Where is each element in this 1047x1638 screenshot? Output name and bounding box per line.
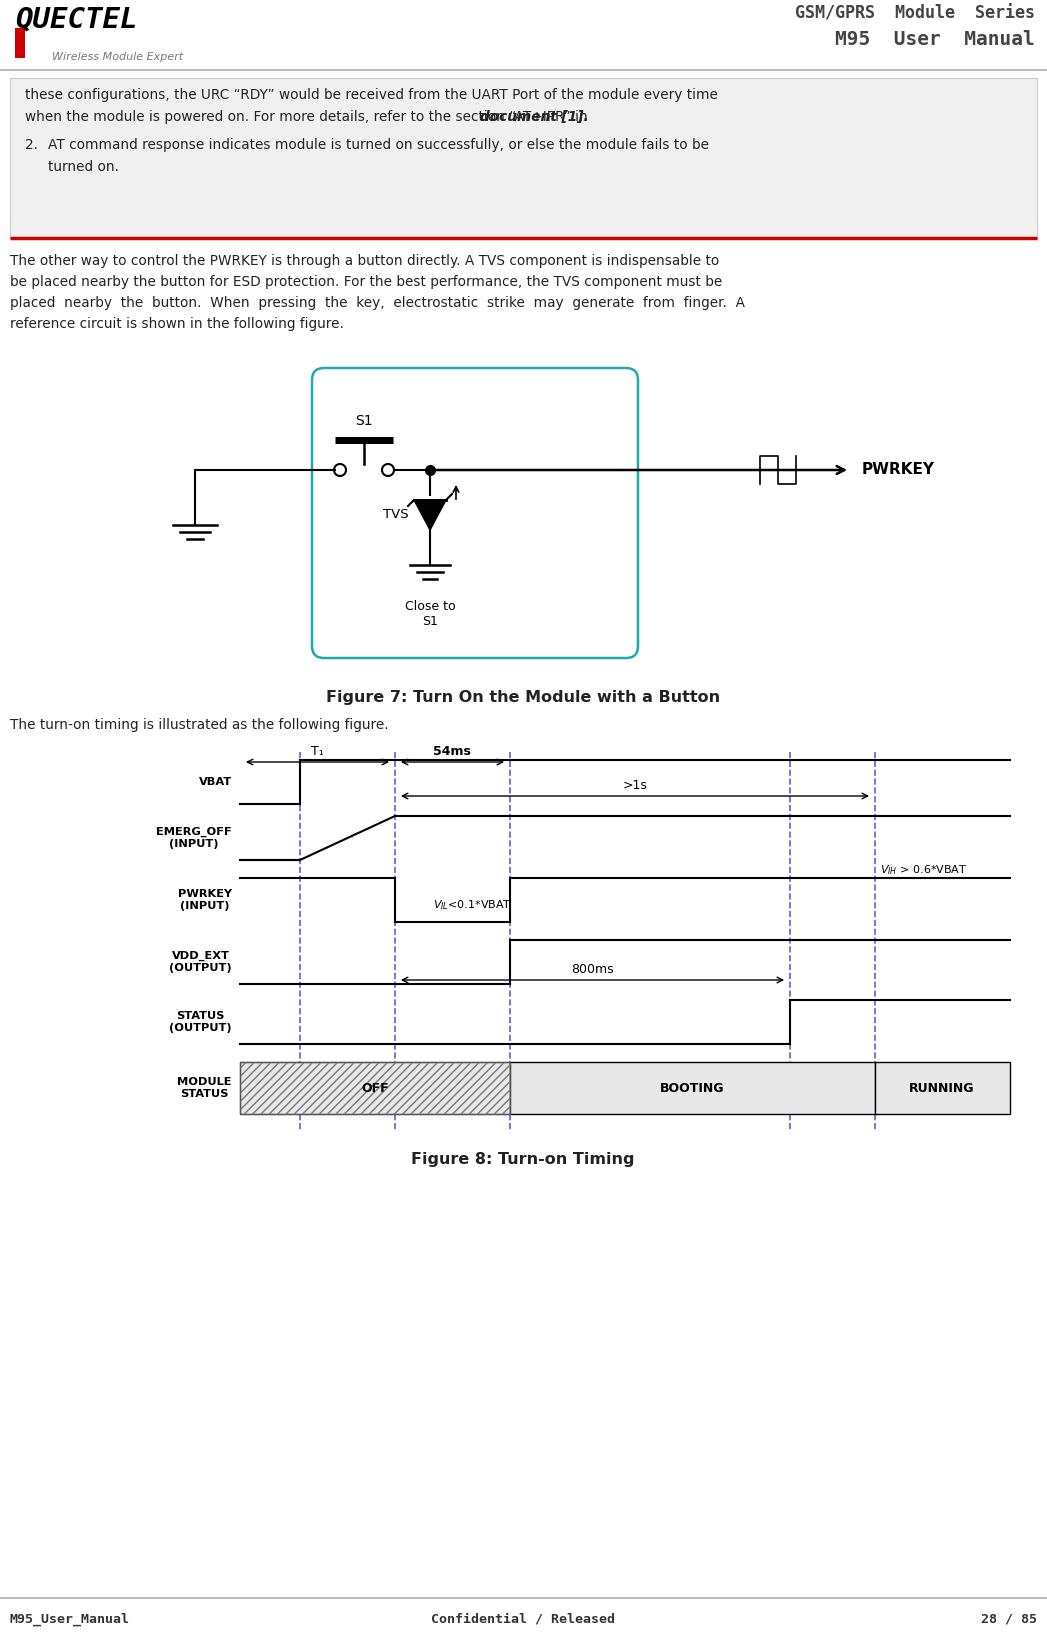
Bar <box>10 79 1037 238</box>
Text: EMERG_OFF
(INPUT): EMERG_OFF (INPUT) <box>156 827 232 848</box>
Text: STATUS
(OUTPUT): STATUS (OUTPUT) <box>170 1011 232 1034</box>
Text: QUECTEL: QUECTEL <box>15 5 137 33</box>
Text: 2.: 2. <box>25 138 38 152</box>
Text: these configurations, the URC “RDY” would be received from the UART Port of the : these configurations, the URC “RDY” woul… <box>25 88 718 102</box>
Text: RUNNING: RUNNING <box>909 1081 975 1094</box>
Text: 28 / 85: 28 / 85 <box>981 1613 1037 1627</box>
Text: AT command response indicates module is turned on successfully, or else the modu: AT command response indicates module is … <box>48 138 709 152</box>
Text: PWRKEY
(INPUT): PWRKEY (INPUT) <box>178 889 232 911</box>
Bar <box>510 1061 875 1114</box>
FancyBboxPatch shape <box>312 369 638 658</box>
Text: document [1].: document [1]. <box>480 110 588 124</box>
Bar <box>15 28 25 57</box>
Text: $V_{IH}$ > 0.6*VBAT: $V_{IH}$ > 0.6*VBAT <box>879 863 967 876</box>
Text: when the module is powered on. For more details, refer to the section “AT+IPR” i: when the module is powered on. For more … <box>25 110 593 124</box>
Text: S1: S1 <box>422 614 438 627</box>
Text: M95_User_Manual: M95_User_Manual <box>10 1613 130 1627</box>
Text: OFF: OFF <box>361 1081 388 1094</box>
Text: >1s: >1s <box>623 780 647 793</box>
Text: $V_{IL}$<0.1*VBAT: $V_{IL}$<0.1*VBAT <box>432 898 511 912</box>
Text: 800ms: 800ms <box>571 963 614 976</box>
Text: Figure 8: Turn-on Timing: Figure 8: Turn-on Timing <box>411 1152 634 1166</box>
Bar <box>240 1061 510 1114</box>
Text: be placed nearby the button for ESD protection. For the best performance, the TV: be placed nearby the button for ESD prot… <box>10 275 722 288</box>
Text: VBAT: VBAT <box>199 776 232 786</box>
Bar <box>240 1061 510 1114</box>
Text: Figure 7: Turn On the Module with a Button: Figure 7: Turn On the Module with a Butt… <box>326 690 720 704</box>
Text: 54ms: 54ms <box>433 745 471 758</box>
Text: VDD_EXT
(OUTPUT): VDD_EXT (OUTPUT) <box>170 952 232 973</box>
Text: reference circuit is shown in the following figure.: reference circuit is shown in the follow… <box>10 318 343 331</box>
Text: PWRKEY: PWRKEY <box>862 462 935 478</box>
Text: Confidential / Released: Confidential / Released <box>431 1613 615 1627</box>
Text: The turn-on timing is illustrated as the following figure.: The turn-on timing is illustrated as the… <box>10 717 388 732</box>
Bar <box>875 1061 1010 1114</box>
Text: TVS: TVS <box>383 508 409 521</box>
Text: BOOTING: BOOTING <box>660 1081 725 1094</box>
Text: MODULE
STATUS: MODULE STATUS <box>178 1078 232 1099</box>
Text: turned on.: turned on. <box>48 161 119 174</box>
Text: placed  nearby  the  button.  When  pressing  the  key,  electrostatic  strike  : placed nearby the button. When pressing … <box>10 296 745 310</box>
Text: T₁: T₁ <box>311 745 324 758</box>
Polygon shape <box>414 500 446 531</box>
Text: The other way to control the PWRKEY is through a button directly. A TVS componen: The other way to control the PWRKEY is t… <box>10 254 719 269</box>
Text: Wireless Module Expert: Wireless Module Expert <box>52 52 183 62</box>
Text: M95  User  Manual: M95 User Manual <box>836 29 1035 49</box>
Text: S1: S1 <box>355 414 373 428</box>
Text: Close to: Close to <box>405 600 455 613</box>
Text: GSM/GPRS  Module  Series: GSM/GPRS Module Series <box>795 5 1035 23</box>
